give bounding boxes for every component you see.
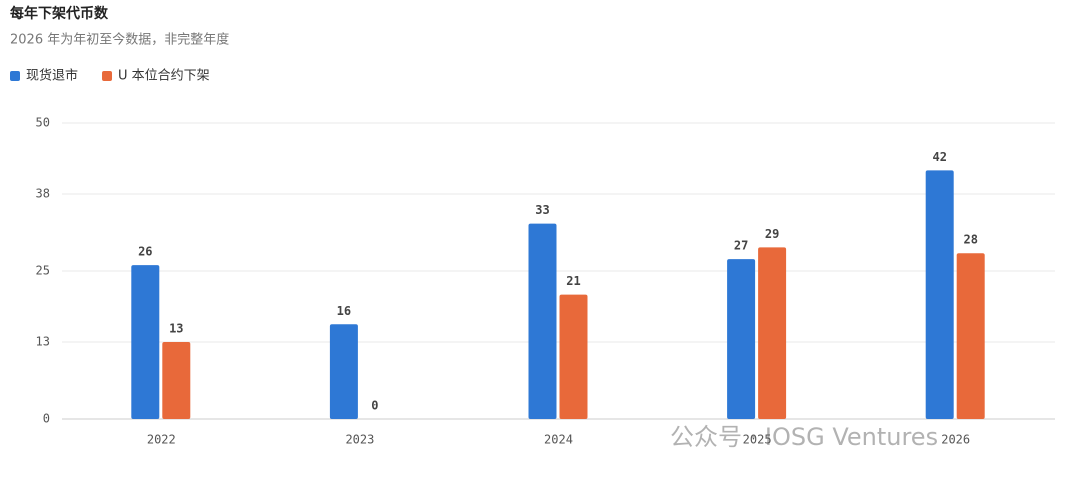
x-tick-label: 2024 — [544, 433, 573, 447]
bar — [131, 265, 160, 419]
x-tick-label: 2022 — [147, 433, 176, 447]
data-label: 16 — [337, 304, 351, 318]
y-tick-label: 38 — [36, 187, 50, 201]
data-label: 26 — [138, 245, 152, 259]
bar — [559, 294, 588, 419]
y-tick-label: 13 — [36, 335, 50, 349]
chart-subtitle: 2026 年为年初至今数据，非完整年度 — [10, 32, 229, 48]
legend-label: 现货退市 — [26, 68, 78, 84]
legend-swatch — [102, 71, 113, 81]
y-tick-label: 0 — [43, 412, 50, 426]
legend-swatch — [10, 71, 20, 81]
y-tick-label: 50 — [36, 116, 50, 130]
data-label: 27 — [734, 239, 748, 253]
y-tick-label: 25 — [36, 264, 50, 278]
bar — [528, 223, 557, 419]
data-label: 29 — [765, 227, 779, 241]
bar — [925, 170, 954, 419]
data-label: 28 — [963, 233, 977, 247]
bar — [329, 324, 358, 419]
bar — [162, 342, 191, 419]
legend-label: U 本位合约下架 — [118, 69, 210, 84]
x-tick-label: 2026 — [941, 433, 970, 447]
x-tick-label: 2023 — [345, 433, 374, 447]
bar — [727, 259, 756, 419]
watermark: 公众号 · IOSG Ventures — [670, 423, 938, 451]
data-label: 0 — [371, 399, 378, 413]
data-label: 13 — [169, 322, 183, 336]
chart-title: 每年下架代币数 — [10, 5, 109, 22]
data-label: 21 — [566, 274, 580, 288]
data-label: 33 — [535, 203, 549, 217]
bar — [956, 253, 985, 419]
bar — [758, 247, 787, 419]
x-tick-label: 2025 — [743, 433, 772, 447]
data-label: 42 — [932, 150, 946, 164]
